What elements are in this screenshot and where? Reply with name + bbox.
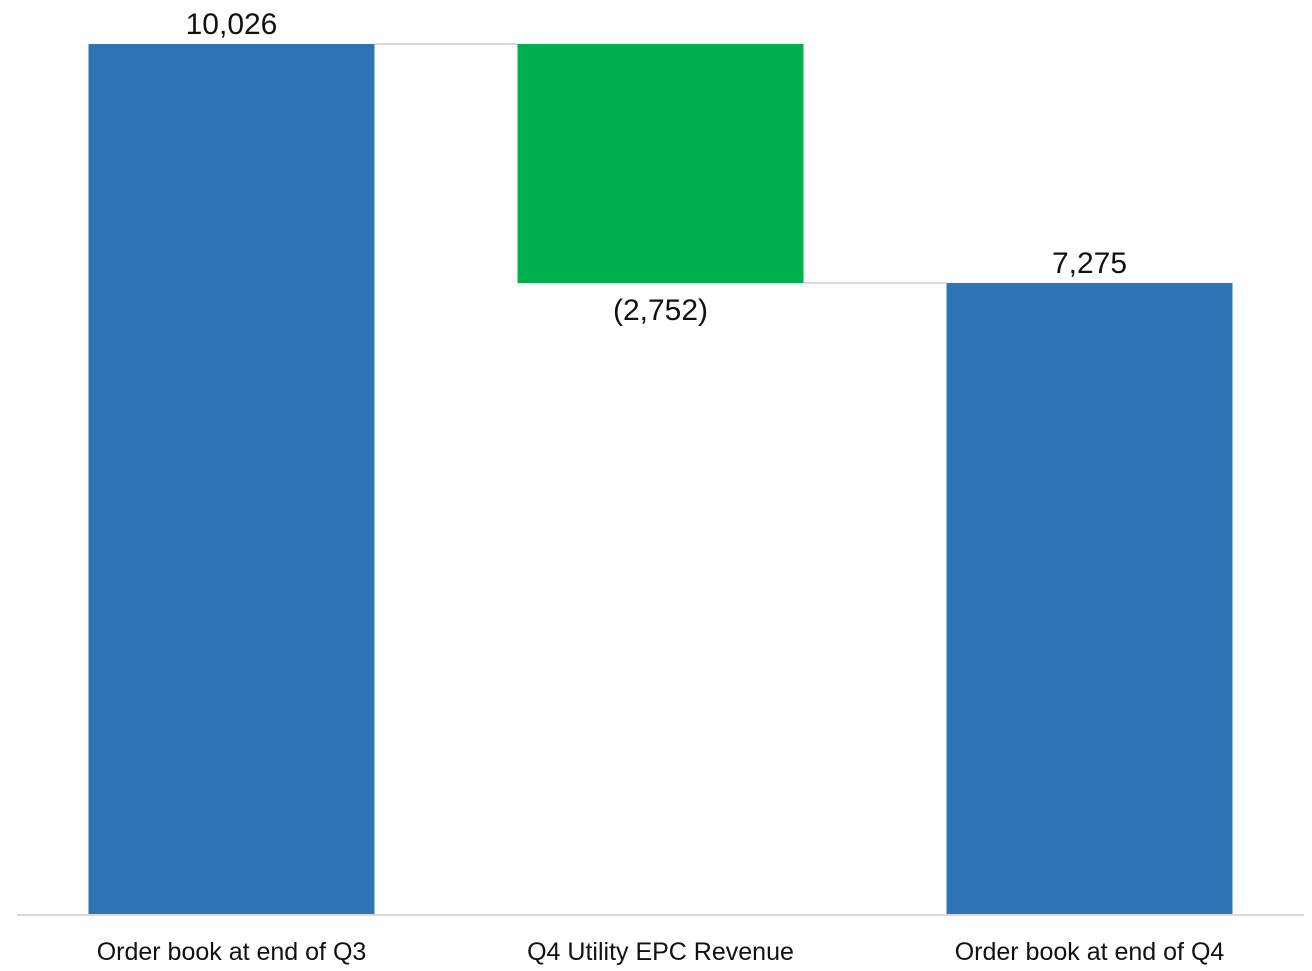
bars-group	[88, 44, 1233, 915]
bar-2	[517, 44, 804, 284]
connector-lines	[374, 43, 947, 285]
data-label-2: (2,752)	[613, 294, 708, 327]
data-label-1: 10,026	[186, 8, 278, 41]
category-label-2: Q4 Utility EPC Revenue	[527, 938, 794, 966]
bar-1	[88, 44, 375, 915]
category-label-3: Order book at end of Q4	[955, 938, 1225, 966]
category-label-1: Order book at end of Q3	[97, 938, 367, 966]
data-label-3: 7,275	[1052, 247, 1127, 280]
value-labels-group: 10,026 (2,752) 7,275	[186, 8, 1127, 327]
category-labels-group: Order book at end of Q3 Q4 Utility EPC Re…	[97, 938, 1225, 966]
bar-3	[946, 282, 1233, 915]
